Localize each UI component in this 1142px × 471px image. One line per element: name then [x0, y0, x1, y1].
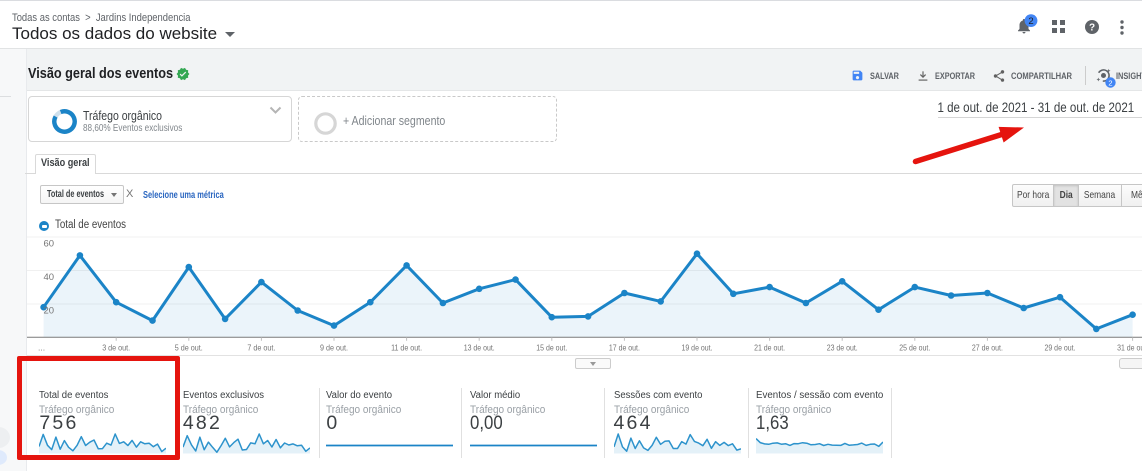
svg-text:15 de out.: 15 de out. [536, 343, 567, 353]
svg-text:23 de out.: 23 de out. [827, 343, 858, 353]
svg-text:27 de out.: 27 de out. [972, 343, 1003, 353]
svg-text:25 de out.: 25 de out. [899, 343, 930, 353]
svg-text:20: 20 [44, 306, 55, 317]
svg-text:3 de out.: 3 de out. [102, 343, 130, 353]
svg-text:29 de out.: 29 de out. [1045, 343, 1076, 353]
svg-text:...: ... [38, 343, 45, 353]
svg-text:40: 40 [44, 272, 55, 283]
svg-text:2: 2 [1028, 16, 1033, 27]
svg-text:17 de out.: 17 de out. [609, 343, 640, 353]
svg-text:?: ? [1088, 22, 1094, 33]
svg-text:11 de out.: 11 de out. [391, 343, 422, 353]
svg-text:19 de out.: 19 de out. [682, 343, 713, 353]
svg-text:5 de out.: 5 de out. [175, 343, 203, 353]
svg-text:2: 2 [1108, 78, 1112, 87]
svg-text:60: 60 [44, 239, 55, 250]
svg-text:31 de out.: 31 de out. [1117, 343, 1142, 353]
svg-text:21 de out.: 21 de out. [754, 343, 785, 353]
svg-text:7 de out.: 7 de out. [247, 343, 275, 353]
svg-text:9 de out.: 9 de out. [320, 343, 348, 353]
svg-text:13 de out.: 13 de out. [464, 343, 495, 353]
